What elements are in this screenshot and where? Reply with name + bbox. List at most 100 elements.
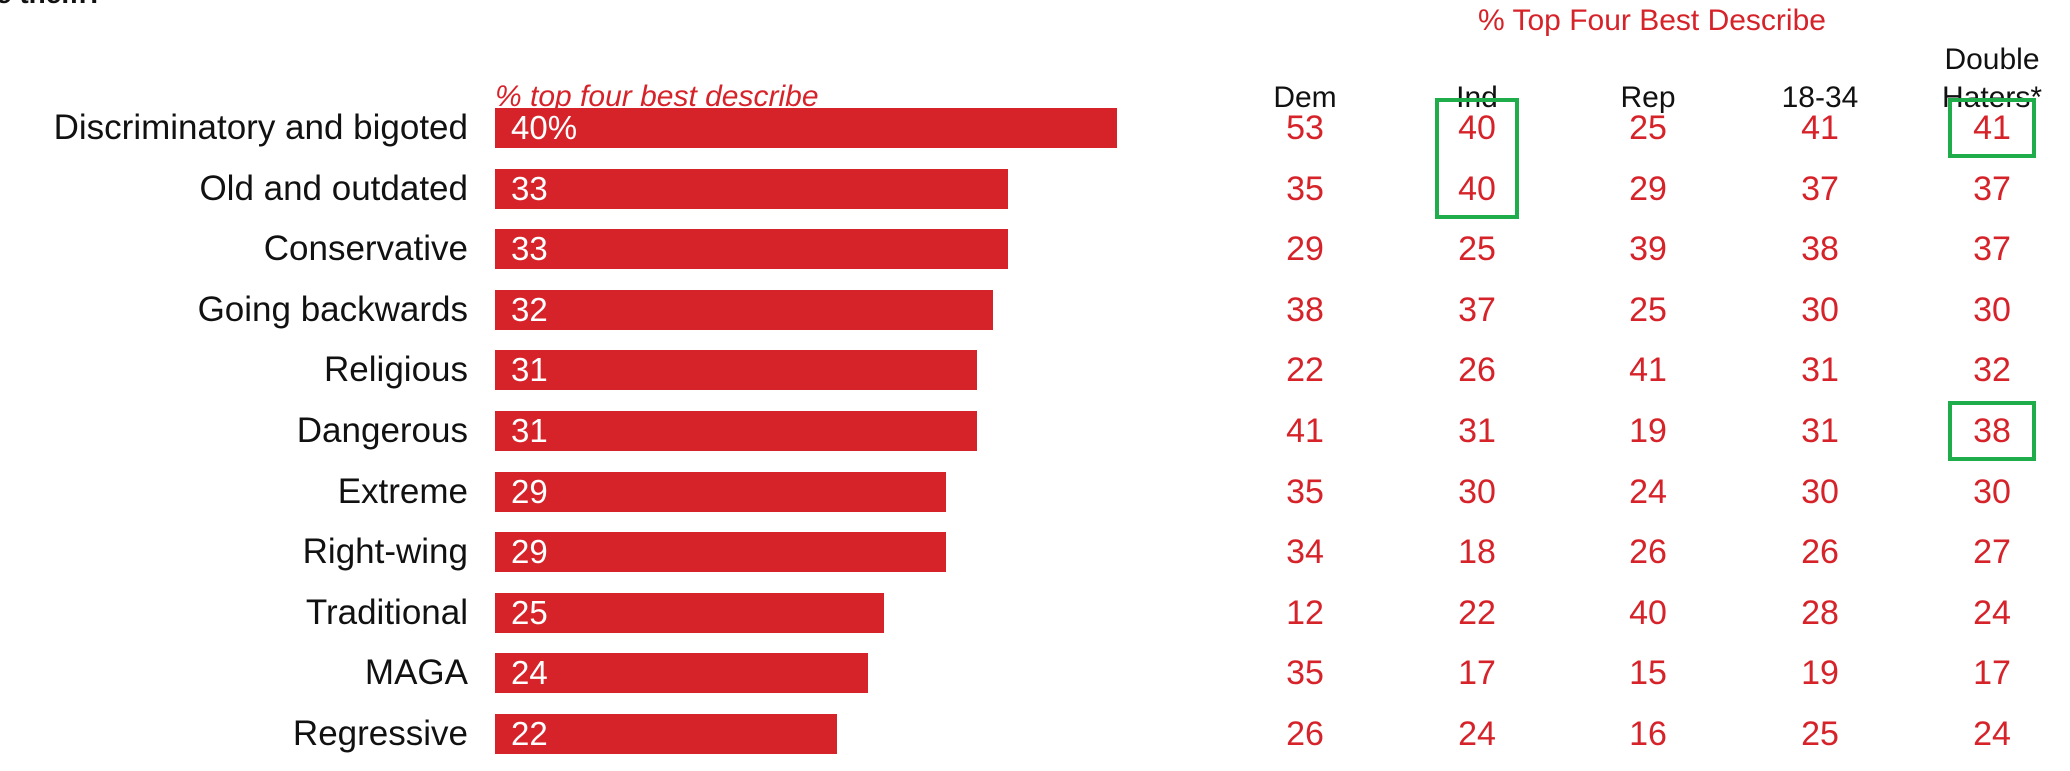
table-cell: 24 bbox=[1629, 472, 1667, 511]
table-cell: 40 bbox=[1458, 169, 1496, 208]
highlight-box bbox=[1948, 401, 2036, 461]
table-cell: 37 bbox=[1973, 230, 2011, 269]
table-cell: 27 bbox=[1973, 533, 2011, 572]
bar-value-label: 31 bbox=[511, 351, 548, 389]
table-cell: 16 bbox=[1629, 715, 1667, 753]
bar-value-label: 31 bbox=[511, 412, 548, 449]
category-label: Going backwards bbox=[197, 289, 468, 329]
table-cell: 19 bbox=[1629, 412, 1667, 450]
table-cell: 31 bbox=[1801, 412, 1839, 450]
table-cell: 53 bbox=[1286, 109, 1324, 147]
column-header: 18-34 bbox=[1750, 79, 1890, 117]
column-header-line: 18-34 bbox=[1781, 81, 1859, 114]
table-cell: 38 bbox=[1286, 290, 1324, 329]
table-cell: 37 bbox=[1973, 169, 2011, 208]
bar-value-label: 25 bbox=[511, 593, 548, 631]
highlight-box bbox=[1948, 98, 2036, 158]
table-cell: 26 bbox=[1458, 351, 1496, 390]
category-label: Right-wing bbox=[302, 532, 468, 572]
bar-value-label: 33 bbox=[511, 169, 548, 207]
table-cell: 41 bbox=[1801, 109, 1839, 147]
table-cell: 38 bbox=[1801, 230, 1839, 269]
table-cell: 41 bbox=[1973, 109, 2011, 147]
bar-value-label: 32 bbox=[511, 290, 548, 328]
table-cell: 41 bbox=[1629, 351, 1667, 390]
table-cell: 35 bbox=[1286, 472, 1324, 511]
category-label: Religious bbox=[324, 350, 468, 390]
category-label: Old and outdated bbox=[199, 168, 468, 208]
table-cell: 31 bbox=[1458, 412, 1496, 450]
bar: 33 bbox=[495, 168, 1009, 209]
bar-value-label: 40% bbox=[511, 109, 578, 146]
category-label: Extreme bbox=[337, 471, 468, 511]
column-header: Ind bbox=[1407, 79, 1547, 117]
bar: 24 bbox=[495, 653, 869, 694]
table-cell: 26 bbox=[1629, 533, 1667, 572]
column-header-line: Haters* bbox=[1941, 81, 2043, 114]
table-cell: 17 bbox=[1458, 654, 1496, 693]
column-header: Rep bbox=[1578, 79, 1718, 117]
bar: 31 bbox=[495, 411, 978, 451]
column-header-line: Ind bbox=[1456, 81, 1498, 114]
highlight-box bbox=[1435, 98, 1519, 219]
table-cell: 30 bbox=[1801, 290, 1839, 329]
bar: 31 bbox=[495, 350, 978, 391]
table-cell: 30 bbox=[1801, 472, 1839, 511]
table-cell: 17 bbox=[1973, 654, 2011, 693]
table-cell: 30 bbox=[1973, 290, 2011, 329]
category-label: Discriminatory and bigoted bbox=[53, 108, 468, 147]
table-cell: 25 bbox=[1629, 109, 1667, 147]
category-label: Regressive bbox=[292, 714, 468, 753]
table-title: % Top Four Best Describe bbox=[1478, 4, 1826, 37]
column-header-line: Rep bbox=[1620, 81, 1676, 114]
bar-value-label: 29 bbox=[511, 533, 548, 571]
table-cell: 40 bbox=[1458, 109, 1496, 147]
table-cell: 31 bbox=[1801, 351, 1839, 390]
category-label: Conservative bbox=[263, 229, 468, 269]
table-cell: 39 bbox=[1629, 230, 1667, 269]
bar: 25 bbox=[495, 592, 884, 633]
bar: 29 bbox=[495, 471, 946, 512]
table-cell: 30 bbox=[1458, 472, 1496, 511]
table-cell: 25 bbox=[1801, 715, 1839, 753]
table-cell: 15 bbox=[1629, 654, 1667, 693]
category-label: MAGA bbox=[364, 653, 468, 693]
bar: 40% bbox=[495, 108, 1117, 148]
bar-value-label: 29 bbox=[511, 472, 548, 510]
bar-value-label: 33 bbox=[511, 230, 548, 268]
table-cell: 38 bbox=[1973, 412, 2011, 450]
table-cell: 34 bbox=[1286, 533, 1324, 572]
table-cell: 40 bbox=[1629, 593, 1667, 632]
table-cell: 30 bbox=[1973, 472, 2011, 511]
table-cell: 26 bbox=[1801, 533, 1839, 572]
column-header: Dem bbox=[1235, 79, 1375, 117]
table-cell: 24 bbox=[1458, 715, 1496, 753]
table-cell: 18 bbox=[1458, 533, 1496, 572]
table-cell: 12 bbox=[1286, 593, 1324, 632]
table-cell: 28 bbox=[1801, 593, 1839, 632]
table-cell: 37 bbox=[1458, 290, 1496, 329]
table-cell: 32 bbox=[1973, 351, 2011, 390]
table-cell: 35 bbox=[1286, 169, 1324, 208]
bar: 29 bbox=[495, 532, 946, 573]
category-label: Dangerous bbox=[296, 411, 468, 450]
table-cell: 22 bbox=[1286, 351, 1324, 390]
table-cell: 19 bbox=[1801, 654, 1839, 693]
table-cell: 29 bbox=[1629, 169, 1667, 208]
table-cell: 24 bbox=[1973, 593, 2011, 632]
bar: 22 bbox=[495, 714, 838, 754]
table-cell: 29 bbox=[1286, 230, 1324, 269]
question-text: e them? bbox=[0, 0, 103, 10]
table-cell: 22 bbox=[1458, 593, 1496, 632]
table-cell: 35 bbox=[1286, 654, 1324, 693]
table-cell: 24 bbox=[1973, 715, 2011, 753]
table-cell: 25 bbox=[1458, 230, 1496, 269]
category-label: Traditional bbox=[305, 592, 468, 632]
chart-subtitle: % top four best describe bbox=[495, 80, 819, 113]
bar: 33 bbox=[495, 229, 1009, 270]
bar-value-label: 22 bbox=[511, 715, 548, 752]
table-cell: 26 bbox=[1286, 715, 1324, 753]
bar: 32 bbox=[495, 289, 993, 330]
table-cell: 37 bbox=[1801, 169, 1839, 208]
column-header: Double Haters* bbox=[1922, 41, 2062, 117]
